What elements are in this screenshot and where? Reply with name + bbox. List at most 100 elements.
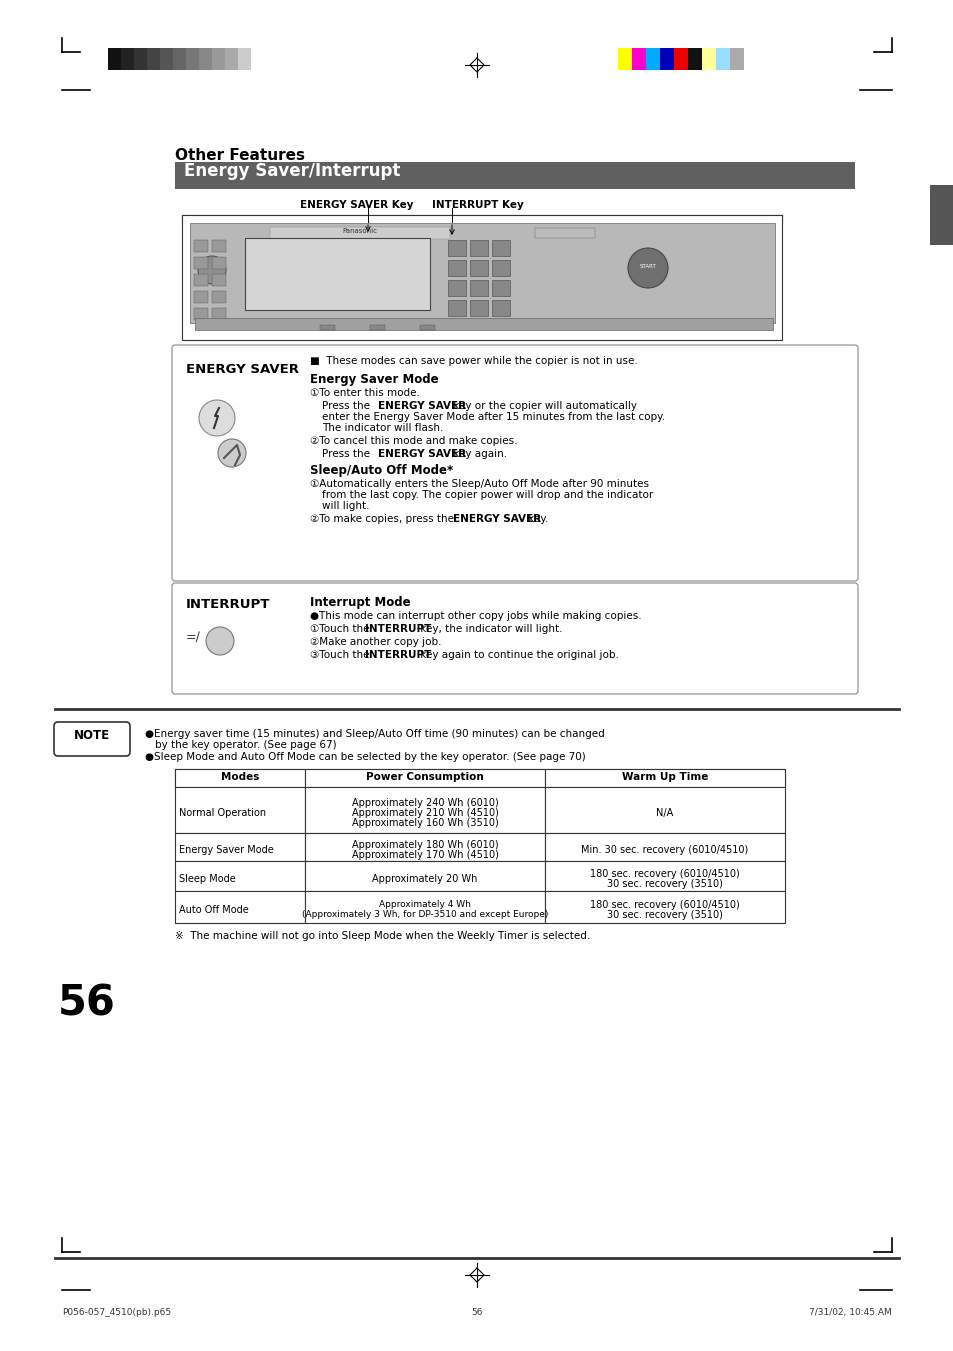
Text: Sleep/Auto Off Mode*: Sleep/Auto Off Mode* — [310, 463, 453, 477]
Text: 180 sec. recovery (6010/4510): 180 sec. recovery (6010/4510) — [590, 869, 740, 880]
Bar — [687, 49, 701, 70]
Bar — [470, 280, 488, 296]
Bar — [212, 308, 226, 320]
Bar — [174, 769, 784, 788]
Bar — [305, 788, 544, 834]
Bar — [319, 326, 335, 330]
Text: ENERGY SAVER: ENERGY SAVER — [377, 401, 466, 411]
Bar — [237, 49, 251, 70]
Bar — [492, 280, 510, 296]
Bar — [448, 259, 465, 276]
Bar — [160, 49, 172, 70]
Circle shape — [198, 255, 226, 284]
Bar — [133, 49, 147, 70]
Text: NOTE: NOTE — [74, 730, 110, 742]
Bar — [544, 834, 784, 861]
Text: 7/31/02, 10:45 AM: 7/31/02, 10:45 AM — [808, 1308, 891, 1317]
Bar — [193, 308, 208, 320]
Text: ●Energy saver time (15 minutes) and Sleep/Auto Off time (90 minutes) can be chan: ●Energy saver time (15 minutes) and Slee… — [145, 730, 604, 739]
Text: ●Sleep Mode and Auto Off Mode can be selected by the key operator. (See page 70): ●Sleep Mode and Auto Off Mode can be sel… — [145, 753, 585, 762]
Bar — [716, 49, 729, 70]
Bar — [108, 49, 121, 70]
Text: Press the: Press the — [322, 449, 373, 459]
Bar — [929, 185, 953, 245]
Bar — [470, 300, 488, 316]
Bar — [193, 240, 208, 253]
Bar — [544, 892, 784, 923]
Bar — [305, 861, 544, 892]
Text: will light.: will light. — [322, 501, 369, 511]
Text: =∕: =∕ — [186, 631, 201, 644]
Text: Energy Saver/Interrupt: Energy Saver/Interrupt — [184, 162, 400, 180]
Bar — [225, 49, 237, 70]
Bar — [448, 240, 465, 255]
Bar — [174, 162, 854, 189]
Bar — [631, 49, 645, 70]
Text: enter the Energy Saver Mode after 15 minutes from the last copy.: enter the Energy Saver Mode after 15 min… — [322, 412, 664, 422]
Bar — [729, 49, 743, 70]
Bar — [194, 317, 772, 330]
Text: ①Touch the: ①Touch the — [310, 624, 373, 634]
Bar — [174, 788, 305, 834]
Text: Min. 30 sec. recovery (6010/4510): Min. 30 sec. recovery (6010/4510) — [580, 844, 748, 855]
Text: Approximately 170 Wh (4510): Approximately 170 Wh (4510) — [352, 850, 497, 861]
Text: by the key operator. (See page 67): by the key operator. (See page 67) — [154, 740, 336, 750]
Bar — [492, 300, 510, 316]
Text: Approximately 20 Wh: Approximately 20 Wh — [372, 874, 477, 884]
Text: P056-057_4510(pb).p65: P056-057_4510(pb).p65 — [62, 1308, 171, 1317]
Text: Energy Saver Mode: Energy Saver Mode — [310, 373, 438, 386]
Text: ②Make another copy job.: ②Make another copy job. — [310, 638, 441, 647]
Bar — [193, 257, 208, 269]
Text: Approximately 180 Wh (6010): Approximately 180 Wh (6010) — [352, 840, 497, 850]
Bar — [193, 274, 208, 286]
Text: ENERGY SAVER: ENERGY SAVER — [377, 449, 466, 459]
Bar — [182, 215, 781, 223]
Bar — [673, 49, 687, 70]
Bar — [370, 326, 385, 330]
Bar — [470, 240, 488, 255]
Bar — [659, 49, 673, 70]
Bar — [305, 769, 544, 788]
Bar — [305, 892, 544, 923]
Text: 56: 56 — [58, 984, 115, 1025]
Text: Other Features: Other Features — [174, 149, 305, 163]
Text: 30 sec. recovery (3510): 30 sec. recovery (3510) — [606, 880, 722, 889]
Text: The indicator will flash.: The indicator will flash. — [322, 423, 443, 434]
Bar — [174, 834, 305, 861]
Bar — [172, 49, 186, 70]
Text: ①Automatically enters the Sleep/Auto Off Mode after 90 minutes: ①Automatically enters the Sleep/Auto Off… — [310, 480, 648, 489]
Text: INTERRUPT Key: INTERRUPT Key — [432, 200, 523, 209]
Bar — [470, 259, 488, 276]
Text: ②To make copies, press the: ②To make copies, press the — [310, 513, 456, 524]
Bar — [245, 238, 430, 309]
Bar — [645, 49, 659, 70]
Text: 30 sec. recovery (3510): 30 sec. recovery (3510) — [606, 911, 722, 920]
Bar — [544, 861, 784, 892]
FancyBboxPatch shape — [172, 345, 857, 581]
Bar — [270, 227, 450, 239]
Bar — [448, 280, 465, 296]
Text: (Approximately 3 Wh, for DP-3510 and except Europe): (Approximately 3 Wh, for DP-3510 and exc… — [301, 911, 548, 919]
Bar — [212, 240, 226, 253]
Text: Interrupt Mode: Interrupt Mode — [310, 596, 410, 609]
Bar — [186, 49, 199, 70]
FancyBboxPatch shape — [54, 721, 130, 757]
Text: Press the: Press the — [322, 401, 373, 411]
Bar — [190, 223, 774, 323]
Bar — [199, 49, 212, 70]
Bar — [419, 326, 435, 330]
Bar — [174, 861, 305, 892]
Text: Energy Saver Mode: Energy Saver Mode — [179, 844, 274, 855]
Text: key.: key. — [524, 513, 548, 524]
Bar — [701, 49, 716, 70]
Bar — [492, 240, 510, 255]
Text: Auto Off Mode: Auto Off Mode — [179, 905, 249, 915]
Text: Panasonic: Panasonic — [342, 228, 377, 234]
Bar — [193, 290, 208, 303]
Text: N/A: N/A — [656, 808, 673, 817]
Text: key or the copier will automatically: key or the copier will automatically — [450, 401, 637, 411]
Text: key again.: key again. — [450, 449, 507, 459]
Text: ③Touch the: ③Touch the — [310, 650, 373, 661]
Circle shape — [199, 400, 234, 436]
Text: INTERRUPT: INTERRUPT — [365, 650, 431, 661]
